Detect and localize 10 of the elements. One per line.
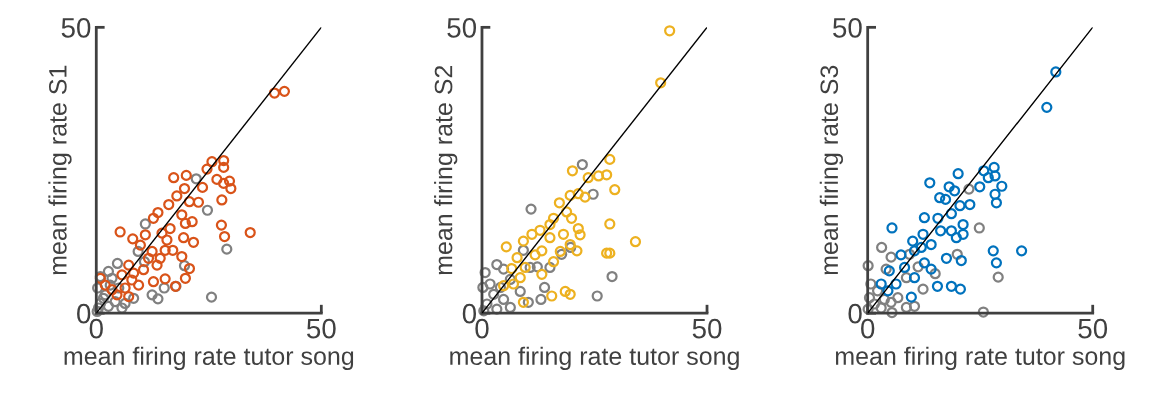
x-tick-label: 50 <box>1078 318 1108 339</box>
x-axis-title: mean firing rate tutor song <box>64 346 354 370</box>
x-tick-label: 50 <box>306 318 336 339</box>
x-axis-title: mean firing rate tutor song <box>835 346 1125 370</box>
x-tick-label: 50 <box>692 318 722 339</box>
y-axis-title: mean firing rate S1 <box>48 65 72 275</box>
x-tick-label: 0 <box>861 318 875 339</box>
y-axis-title: mean firing rate S3 <box>819 65 844 275</box>
x-axis-title: mean firing rate tutor song <box>450 346 739 370</box>
y-axis-title: mean firing rate S2 <box>434 65 458 275</box>
